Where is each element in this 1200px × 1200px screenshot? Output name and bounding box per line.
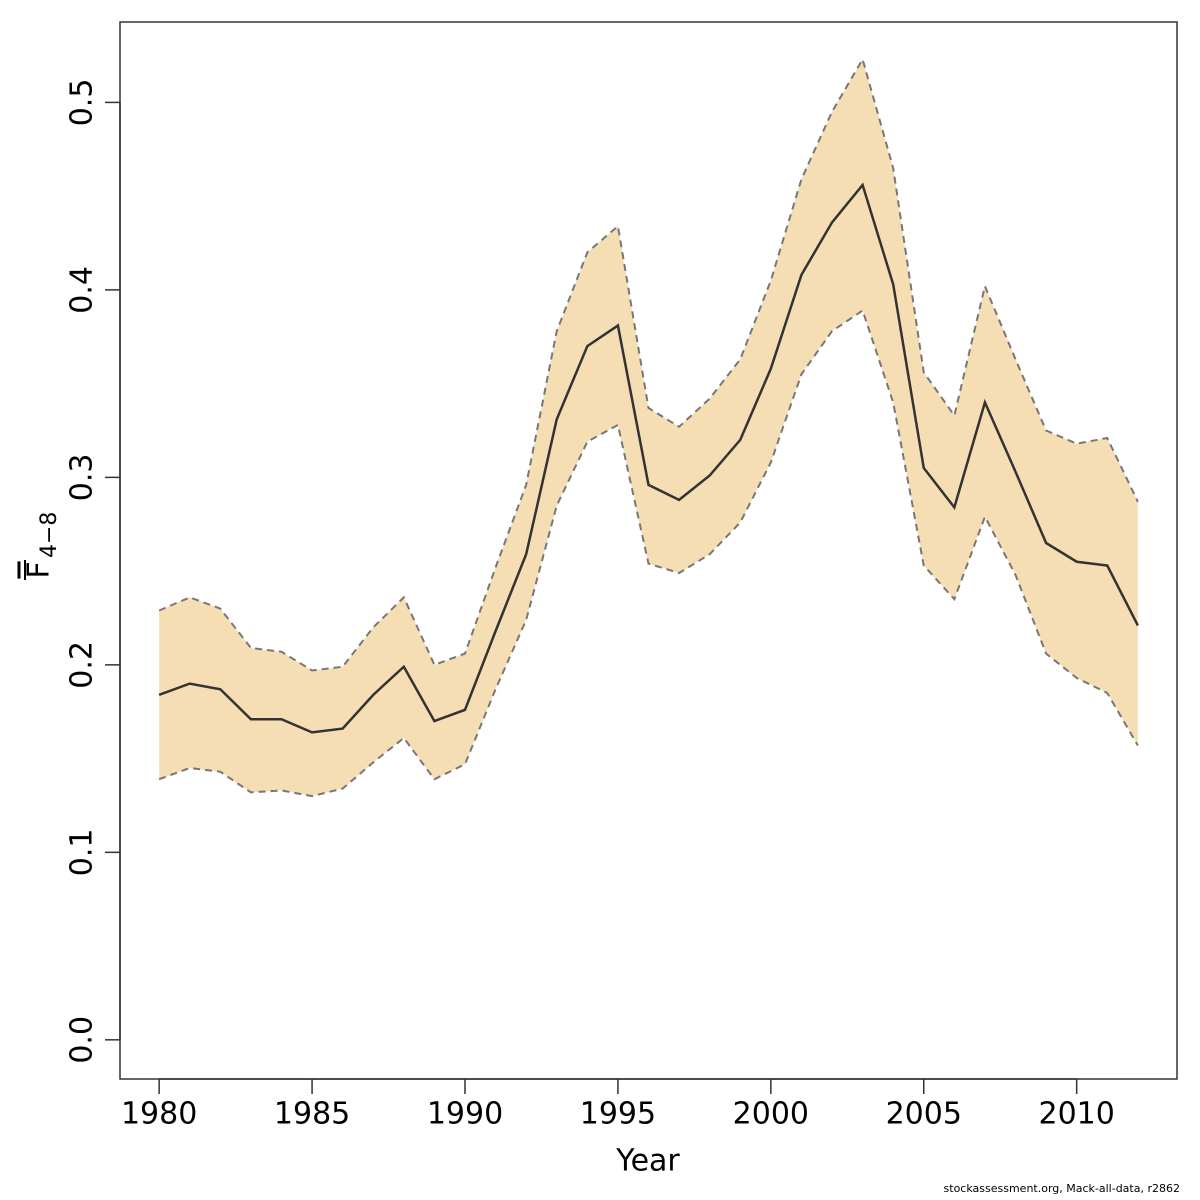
x-axis-label: Year [615,1144,680,1179]
footer: stockassessment.org, Mack-all-data, r286… [944,1182,1180,1195]
x-tick-label: 1995 [580,1097,656,1132]
estimate-line [158,182,1139,734]
x-tick-label: 2010 [1039,1097,1115,1132]
x-tick-label: 1980 [121,1097,197,1132]
y-tick-label: 0.0 [65,1016,100,1064]
y-tick-label: 0.3 [65,454,100,502]
confidence-band [159,59,1138,797]
y-tick-label: 0.4 [65,266,100,314]
y-axis-label: F 4−8 [22,512,62,580]
y-tick-label: 0.1 [65,828,100,876]
y-axis-label-main: F [22,561,57,578]
y-tick-label: 0.2 [65,641,100,689]
x-tick-label: 2005 [886,1097,962,1132]
x-tick-label: 2000 [733,1097,809,1132]
x-tick-label: 1990 [427,1097,503,1132]
x-tick-label: 1985 [274,1097,350,1132]
upper-bound [158,56,1139,672]
y-tick-label: 0.5 [65,79,100,127]
lower-bound [158,308,1139,798]
y-axis-label-sub: 4−8 [37,512,62,558]
